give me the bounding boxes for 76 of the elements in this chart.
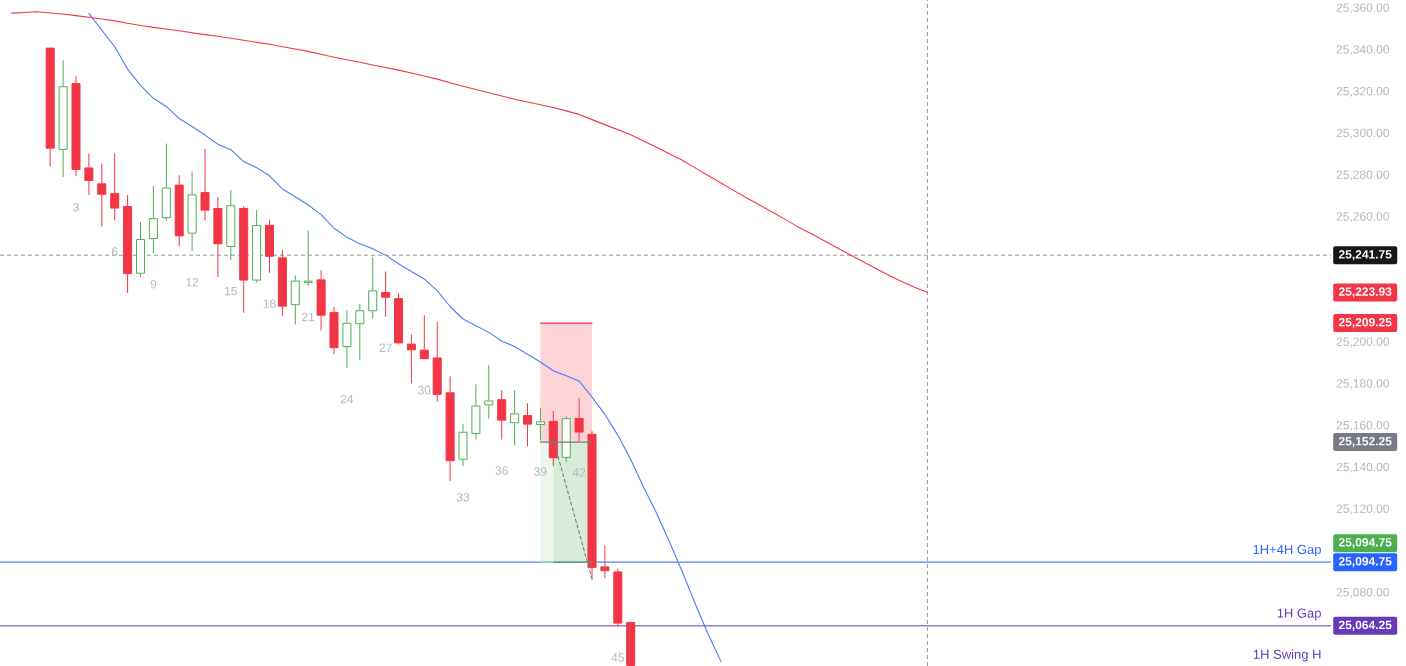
text: 45	[611, 653, 624, 662]
candlestick	[548, 410, 558, 467]
candlestick	[84, 152, 94, 196]
candlestick	[290, 274, 300, 326]
y-tick-label: 25,209.25	[1338, 317, 1392, 329]
candlestick	[368, 256, 378, 320]
candlestick	[213, 196, 223, 278]
text: 42	[572, 468, 586, 477]
candlestick	[458, 423, 468, 467]
text: 9	[150, 280, 157, 289]
y-tick-label: 25,320.00	[1336, 86, 1390, 97]
candlestick	[123, 194, 133, 294]
candlestick	[226, 189, 236, 261]
candlestick	[161, 143, 171, 221]
candlestick	[71, 75, 81, 177]
text: 30	[418, 385, 431, 395]
candlestick	[58, 59, 68, 178]
y-tick-label: 25,223.93	[1338, 287, 1392, 298]
text: 27	[379, 343, 392, 352]
y-tick-label: 25,152.25	[1338, 436, 1392, 448]
candlestick	[484, 364, 494, 420]
y-tick-label: 25,340.00	[1336, 45, 1390, 56]
y-tick-label: 25,260.00	[1336, 212, 1390, 223]
y-tick-label: 25,140.00	[1336, 462, 1390, 473]
candlestick	[148, 185, 158, 254]
candlestick	[200, 148, 210, 221]
candlestick	[471, 383, 481, 440]
candlestick	[342, 309, 352, 369]
y-tick-label: 25,241.75	[1338, 250, 1392, 261]
candlestick	[432, 321, 442, 403]
text: 33	[456, 492, 470, 502]
candlestick	[574, 397, 584, 442]
line-series	[88, 12, 722, 663]
candlestick	[110, 152, 120, 221]
candlestick	[277, 248, 287, 317]
y-tick-label: 25,064.25	[1338, 620, 1392, 631]
text: 39	[534, 467, 547, 476]
y-tick-label: 25,180.00	[1336, 379, 1390, 390]
y-tick-label: 25,160.00	[1336, 420, 1390, 431]
candlestick	[316, 269, 326, 331]
candlestick	[329, 306, 339, 355]
text: 36	[495, 466, 508, 475]
candlestick	[239, 205, 249, 314]
y-tick-label: 25,300.00	[1336, 128, 1390, 139]
candlestick	[355, 303, 365, 361]
text: 24	[340, 394, 354, 404]
text: 18	[263, 299, 276, 308]
candlestick	[135, 221, 146, 278]
y-tick-label: 25,200.00	[1336, 337, 1390, 348]
text: 15	[225, 286, 237, 296]
candlestick	[535, 407, 545, 442]
candlestick	[587, 430, 597, 580]
candlestick	[174, 174, 184, 247]
y-tick-label: 25,280.00	[1336, 170, 1390, 181]
text: 3	[73, 202, 79, 212]
ref-line-label: 1H Gap	[1277, 608, 1321, 621]
y-tick-label: 25,120.00	[1336, 504, 1390, 515]
y-tick-label: 25,094.75	[1338, 557, 1392, 568]
text: 21	[302, 312, 315, 322]
text: 12	[186, 277, 199, 287]
y-tick-label: 25,360.00	[1336, 3, 1390, 14]
candlestick	[510, 389, 520, 446]
text: 1H Swing H	[1253, 649, 1321, 662]
candlestick	[497, 389, 507, 440]
candlestick	[600, 545, 610, 579]
ref-line-label: 1H+4H Gap	[1253, 544, 1321, 557]
candlestick	[187, 170, 197, 252]
candlestick	[264, 219, 275, 274]
candlestick	[97, 162, 107, 228]
candlestick	[303, 230, 313, 287]
candlestick	[381, 270, 391, 318]
candlestick	[522, 402, 533, 447]
y-tick-label: 25,080.00	[1336, 587, 1390, 598]
candlestick	[561, 415, 571, 463]
candlestick	[445, 375, 455, 482]
candlestick	[406, 334, 416, 384]
